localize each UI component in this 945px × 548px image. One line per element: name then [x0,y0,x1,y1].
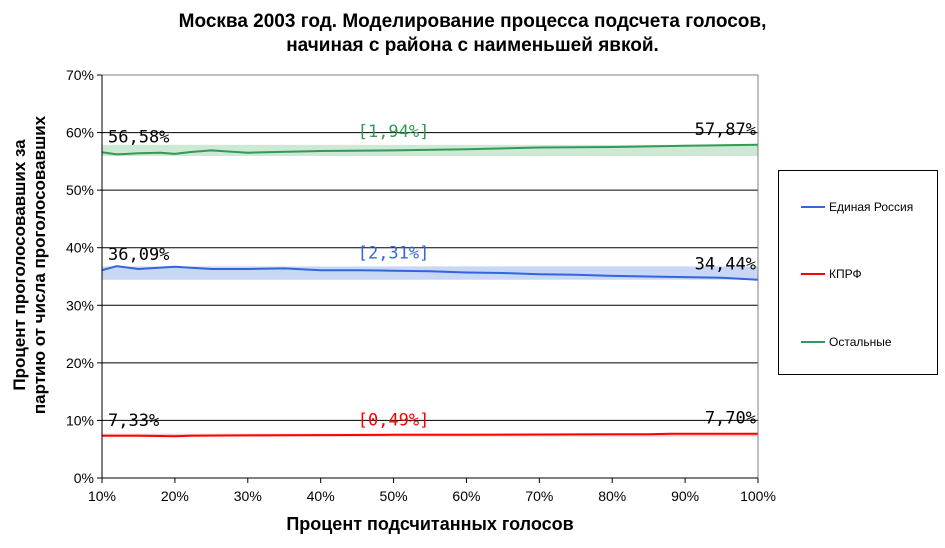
x-tick-label: 50% [380,488,408,504]
legend-item: Единая Россия [801,199,913,215]
x-tick-label: 60% [452,488,480,504]
legend-label: Остальные [829,335,892,349]
end-value-label: 7,70% [705,409,756,429]
y-tick-label: 0% [74,470,94,486]
x-tick-label: 90% [671,488,699,504]
legend-label: КПРФ [829,267,862,281]
x-tick-label: 30% [234,488,262,504]
series-line [101,143,759,156]
start-value-label: 56,58% [108,127,169,147]
legend-swatch [801,206,825,208]
end-value-label: 34,44% [695,255,756,275]
x-tick-label: 20% [161,488,189,504]
series-line [101,265,759,281]
range-band [102,266,758,280]
legend-item: Остальные [801,334,892,350]
y-tick-label: 70% [66,67,94,83]
x-tick-label: 10% [88,488,116,504]
chart-title-line2: начиная с района с наименьшей явкой. [286,35,659,56]
legend-label: Единая Россия [829,200,914,214]
range-label: [1,94%] [358,122,430,142]
y-tick-label: 10% [66,412,94,428]
range-label: [0,49%] [358,411,430,431]
start-value-label: 7,33% [108,411,159,431]
chart-title-line1: Москва 2003 год. Моделирование процесса … [178,11,767,32]
end-value-label: 57,87% [695,120,756,140]
x-axis-label: Процент подсчитанных голосов [286,514,574,534]
series-line [101,432,758,438]
y-tick-label: 20% [66,355,94,371]
y-tick-label: 30% [66,297,94,313]
legend-swatch [801,341,825,343]
legend: Единая Россия КПРФ Остальные [778,170,938,375]
x-tick-label: 70% [525,488,553,504]
x-tick-label: 80% [598,488,626,504]
start-value-label: 36,09% [108,245,169,265]
range-label: [2,31%] [358,243,430,263]
legend-item: КПРФ [801,266,862,282]
y-tick-label: 60% [66,125,94,141]
y-tick-label: 40% [66,240,94,256]
chart-title: Москва 2003 год. Моделирование процесса … [0,10,945,58]
x-tick-label: 40% [307,488,335,504]
y-tick-label: 50% [66,182,94,198]
x-tick-label: 100% [740,488,776,504]
legend-swatch [801,273,825,275]
